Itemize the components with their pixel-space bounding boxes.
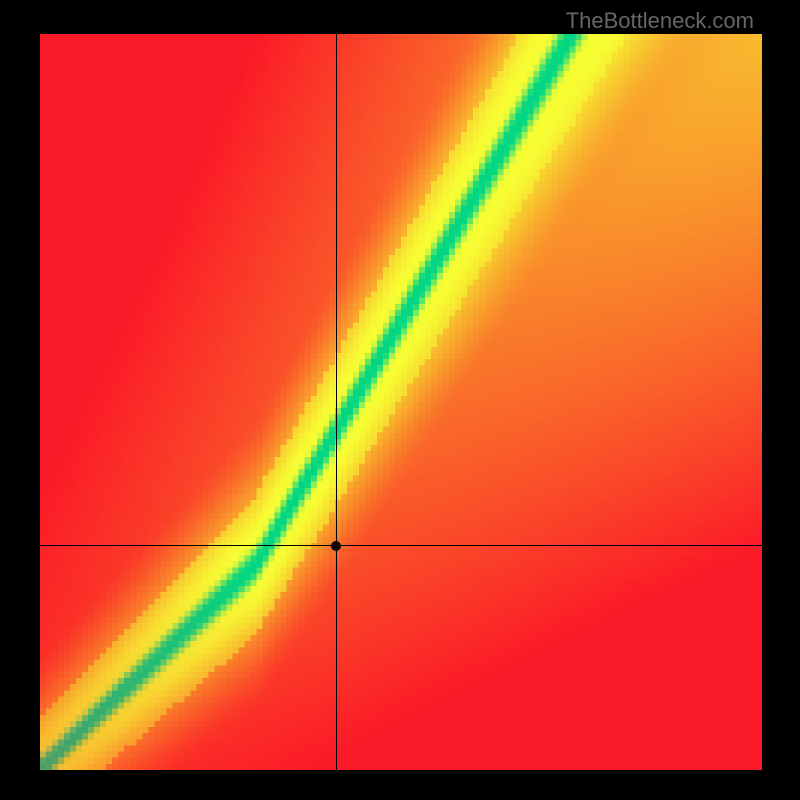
data-point-marker [331,541,341,551]
crosshair-horizontal [40,545,762,546]
heatmap-plot [40,34,762,770]
attribution-label: TheBottleneck.com [566,8,754,34]
heatmap-canvas [40,34,762,770]
crosshair-vertical [336,34,337,770]
